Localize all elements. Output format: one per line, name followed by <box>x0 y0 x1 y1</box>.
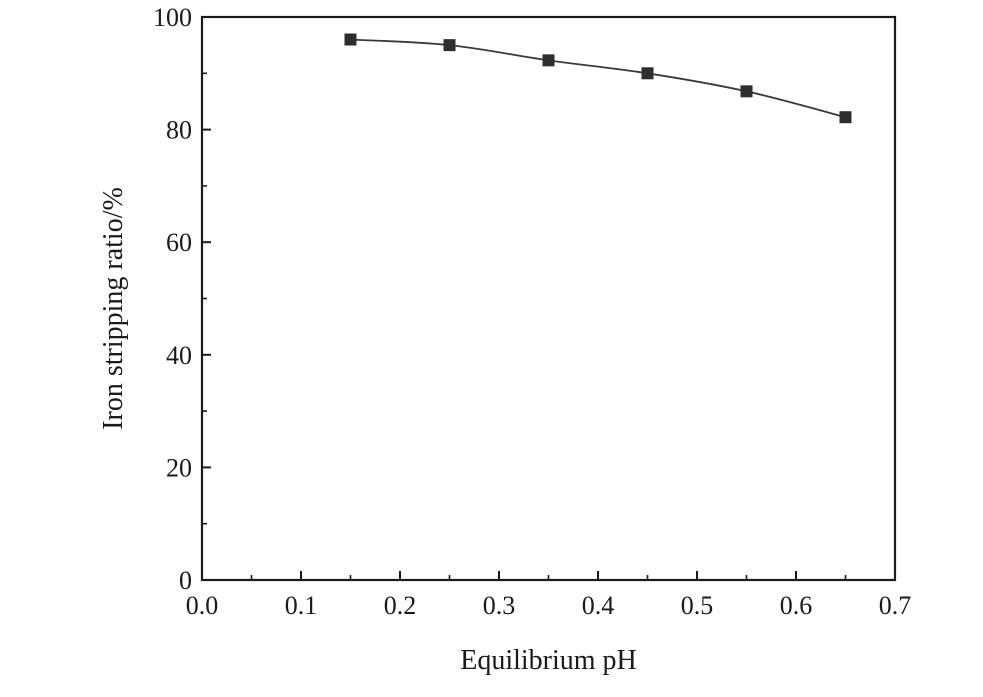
y-tick-label: 80 <box>166 116 192 145</box>
series-line <box>350 38 846 119</box>
y-tick-label: 40 <box>166 341 192 370</box>
data-point <box>443 39 456 52</box>
x-tick-label: 0.6 <box>780 591 813 620</box>
data-point <box>839 111 852 124</box>
x-tick-label: 0.0 <box>186 591 219 620</box>
plot-frame <box>200 15 897 582</box>
series-layer <box>344 33 852 124</box>
y-tick-label: 60 <box>166 228 192 257</box>
data-point <box>641 67 654 80</box>
y-axis-ticks: 0 20 40 60 80 100 <box>153 3 211 595</box>
x-tick-label: 0.3 <box>483 591 516 620</box>
y-axis-title: Iron stripping ratio/% <box>98 187 129 430</box>
x-tick-label: 0.4 <box>582 591 615 620</box>
data-point <box>344 33 357 46</box>
y-tick-label: 100 <box>153 3 192 32</box>
x-axis-ticks: 0.0 0.1 0.2 0.3 0.4 0.5 0.6 0.7 <box>186 571 912 620</box>
data-point <box>542 54 555 67</box>
minor-ticks <box>202 72 847 580</box>
x-tick-label: 0.1 <box>285 591 318 620</box>
x-tick-label: 0.7 <box>879 591 912 620</box>
x-tick-label: 0.5 <box>681 591 714 620</box>
x-axis-title: Equilibrium pH <box>460 645 637 676</box>
data-point <box>740 85 753 98</box>
x-tick-label: 0.2 <box>384 591 417 620</box>
y-tick-label: 20 <box>166 453 192 482</box>
y-tick-label: 0 <box>179 566 192 595</box>
